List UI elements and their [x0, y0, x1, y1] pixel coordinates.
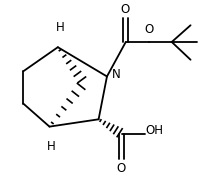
Text: N: N: [112, 68, 121, 81]
Text: H: H: [56, 21, 64, 34]
Text: O: O: [144, 23, 153, 36]
Text: O: O: [120, 3, 129, 16]
Text: OH: OH: [146, 124, 164, 137]
Text: H: H: [47, 140, 56, 153]
Text: O: O: [116, 162, 125, 175]
